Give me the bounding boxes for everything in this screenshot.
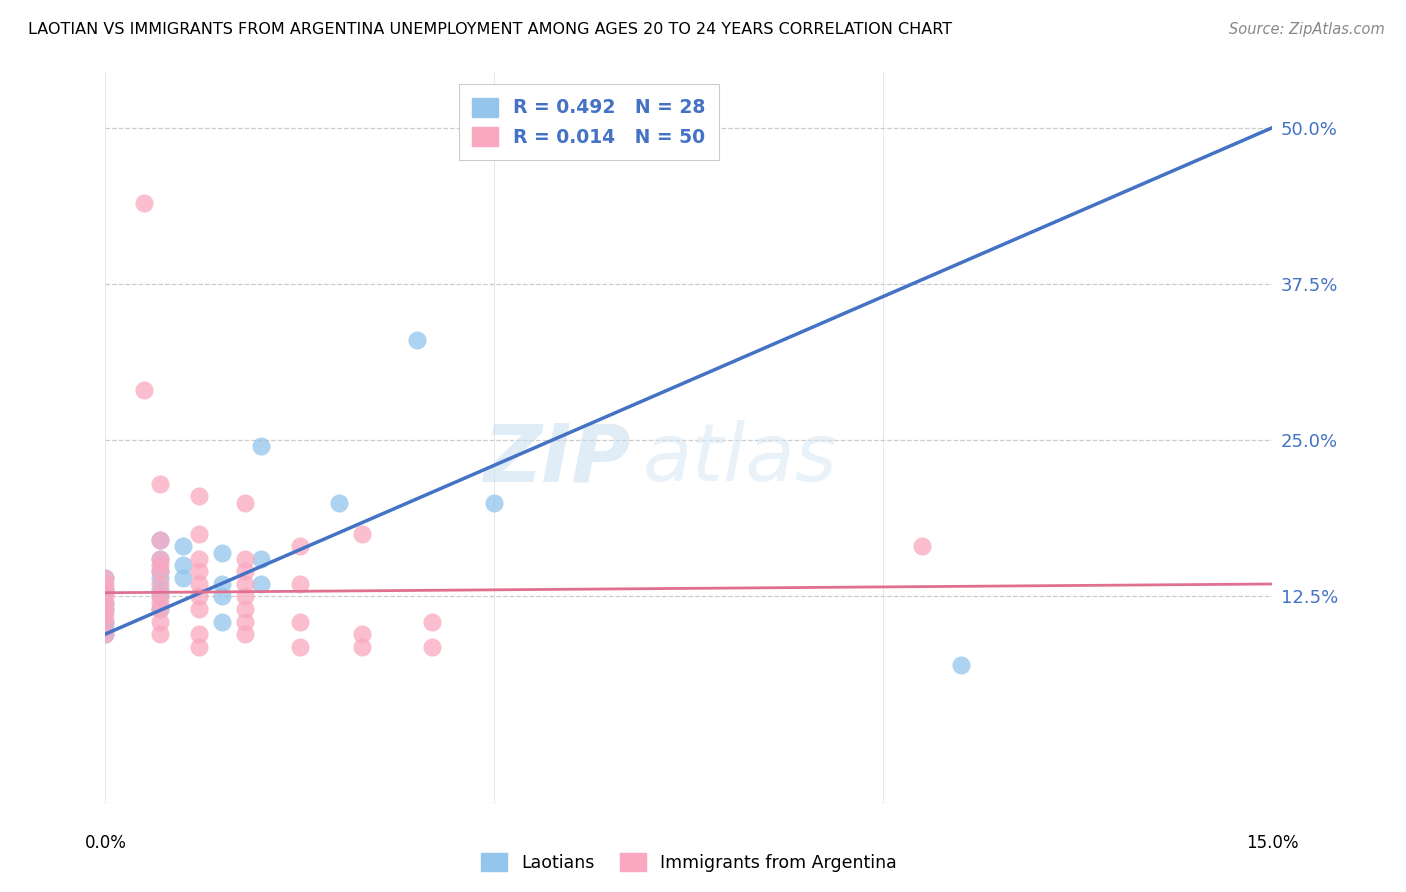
Point bbox=[235, 565, 257, 579]
Point bbox=[149, 577, 172, 591]
Point bbox=[149, 552, 172, 566]
Point bbox=[94, 596, 117, 610]
Point bbox=[235, 602, 257, 616]
Point bbox=[250, 440, 273, 454]
Text: ZIP: ZIP bbox=[484, 420, 630, 498]
Point bbox=[172, 540, 194, 554]
Point bbox=[211, 590, 233, 604]
Point bbox=[288, 615, 311, 629]
Point bbox=[288, 540, 311, 554]
Point bbox=[149, 627, 172, 641]
Legend: Laotians, Immigrants from Argentina: Laotians, Immigrants from Argentina bbox=[474, 847, 904, 879]
Point bbox=[149, 583, 172, 598]
Point bbox=[187, 627, 209, 641]
Point bbox=[328, 496, 350, 510]
Point bbox=[94, 583, 117, 598]
Point bbox=[94, 596, 117, 610]
Point bbox=[187, 565, 209, 579]
Point bbox=[149, 558, 172, 573]
Legend: R = 0.492   N = 28, R = 0.014   N = 50: R = 0.492 N = 28, R = 0.014 N = 50 bbox=[460, 85, 718, 160]
Point bbox=[352, 640, 374, 654]
Point bbox=[94, 615, 117, 629]
Point bbox=[94, 615, 117, 629]
Point bbox=[94, 590, 117, 604]
Point bbox=[149, 477, 172, 491]
Point bbox=[950, 658, 973, 673]
Point bbox=[420, 640, 443, 654]
Point bbox=[352, 627, 374, 641]
Point bbox=[149, 596, 172, 610]
Point bbox=[94, 627, 117, 641]
Point bbox=[288, 577, 311, 591]
Point bbox=[211, 546, 233, 560]
Point bbox=[187, 527, 209, 541]
Point bbox=[352, 527, 374, 541]
Point bbox=[94, 583, 117, 598]
Point bbox=[211, 615, 233, 629]
Point bbox=[149, 602, 172, 616]
Point bbox=[149, 565, 172, 579]
Point bbox=[94, 608, 117, 623]
Point bbox=[187, 640, 209, 654]
Point bbox=[149, 565, 172, 579]
Point bbox=[405, 333, 427, 347]
Point bbox=[911, 540, 934, 554]
Text: LAOTIAN VS IMMIGRANTS FROM ARGENTINA UNEMPLOYMENT AMONG AGES 20 TO 24 YEARS CORR: LAOTIAN VS IMMIGRANTS FROM ARGENTINA UNE… bbox=[28, 22, 952, 37]
Point bbox=[149, 590, 172, 604]
Point bbox=[235, 552, 257, 566]
Point bbox=[149, 533, 172, 548]
Point bbox=[235, 615, 257, 629]
Point bbox=[211, 577, 233, 591]
Point bbox=[149, 615, 172, 629]
Point bbox=[172, 571, 194, 585]
Point bbox=[94, 571, 117, 585]
Point bbox=[420, 615, 443, 629]
Text: Source: ZipAtlas.com: Source: ZipAtlas.com bbox=[1229, 22, 1385, 37]
Point bbox=[250, 552, 273, 566]
Text: atlas: atlas bbox=[643, 420, 837, 498]
Point bbox=[134, 195, 156, 210]
Point bbox=[288, 640, 311, 654]
Point bbox=[94, 602, 117, 616]
Text: 15.0%: 15.0% bbox=[1246, 834, 1299, 852]
Point bbox=[235, 627, 257, 641]
Point bbox=[94, 577, 117, 591]
Point bbox=[149, 602, 172, 616]
Point bbox=[149, 571, 172, 585]
Point bbox=[94, 621, 117, 635]
Point bbox=[187, 602, 209, 616]
Point bbox=[235, 496, 257, 510]
Point bbox=[149, 533, 172, 548]
Point bbox=[235, 577, 257, 591]
Point bbox=[149, 552, 172, 566]
Point bbox=[94, 602, 117, 616]
Point bbox=[94, 571, 117, 585]
Point bbox=[187, 552, 209, 566]
Point bbox=[235, 590, 257, 604]
Point bbox=[134, 383, 156, 397]
Point bbox=[187, 590, 209, 604]
Point bbox=[94, 627, 117, 641]
Text: 0.0%: 0.0% bbox=[84, 834, 127, 852]
Point bbox=[187, 577, 209, 591]
Point bbox=[187, 490, 209, 504]
Point bbox=[250, 577, 273, 591]
Point bbox=[172, 558, 194, 573]
Point bbox=[484, 496, 506, 510]
Point bbox=[149, 590, 172, 604]
